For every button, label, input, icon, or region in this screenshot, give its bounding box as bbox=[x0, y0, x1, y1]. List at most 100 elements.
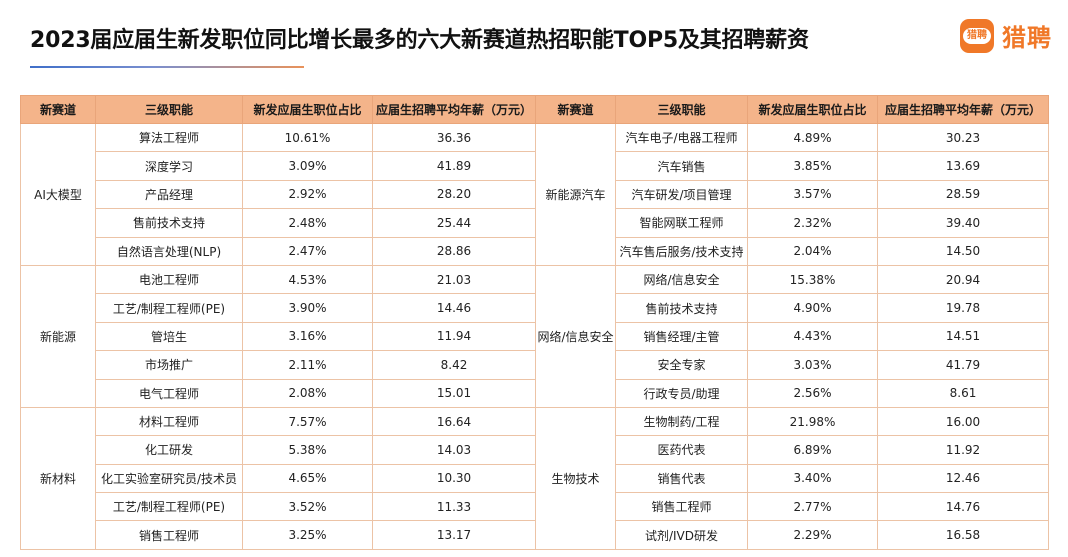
salary-cell: 11.92 bbox=[878, 436, 1049, 464]
function-cell: 销售经理/主管 bbox=[616, 322, 748, 350]
share-cell: 3.52% bbox=[243, 493, 373, 521]
table-row: AI大模型 算法工程师 10.61% 36.36 新能源汽车 汽车电子/电器工程师 4.89… bbox=[21, 124, 1049, 152]
column-header: 新赛道 bbox=[536, 96, 616, 124]
share-cell: 3.90% bbox=[243, 294, 373, 322]
salary-cell: 21.03 bbox=[373, 265, 536, 293]
share-cell: 15.38% bbox=[748, 265, 878, 293]
track-label: 新材料 bbox=[21, 407, 96, 549]
share-cell: 3.57% bbox=[748, 180, 878, 208]
share-cell: 4.65% bbox=[243, 464, 373, 492]
salary-cell: 14.51 bbox=[878, 322, 1049, 350]
salary-cell: 10.30 bbox=[373, 464, 536, 492]
share-cell: 2.47% bbox=[243, 237, 373, 265]
share-cell: 2.77% bbox=[748, 493, 878, 521]
salary-cell: 14.03 bbox=[373, 436, 536, 464]
share-cell: 4.90% bbox=[748, 294, 878, 322]
share-cell: 3.03% bbox=[748, 351, 878, 379]
page-title: 2023届应届生新发职位同比增长最多的六大新赛道热招职能TOP5及其招聘薪资 bbox=[30, 22, 809, 54]
share-cell: 3.85% bbox=[748, 152, 878, 180]
track-label: 网络/信息安全 bbox=[536, 265, 616, 407]
function-cell: 销售工程师 bbox=[96, 521, 243, 549]
share-cell: 2.56% bbox=[748, 379, 878, 407]
column-header: 新发应届生职位占比 bbox=[748, 96, 878, 124]
function-cell: 智能网联工程师 bbox=[616, 209, 748, 237]
share-cell: 7.57% bbox=[243, 407, 373, 435]
function-cell: 行政专员/助理 bbox=[616, 379, 748, 407]
table-row: 新能源 电池工程师 4.53% 21.03 网络/信息安全 网络/信息安全 15.38% 20… bbox=[21, 265, 1049, 293]
salary-cell: 8.61 bbox=[878, 379, 1049, 407]
share-cell: 2.04% bbox=[748, 237, 878, 265]
function-cell: 汽车电子/电器工程师 bbox=[616, 124, 748, 152]
share-cell: 5.38% bbox=[243, 436, 373, 464]
salary-cell: 30.23 bbox=[878, 124, 1049, 152]
table-row: 深度学习 3.09% 41.89 汽车销售 3.85% 13.69 bbox=[21, 152, 1049, 180]
share-cell: 4.53% bbox=[243, 265, 373, 293]
function-cell: 医药代表 bbox=[616, 436, 748, 464]
table-row: 管培生 3.16% 11.94 销售经理/主管 4.43% 14.51 bbox=[21, 322, 1049, 350]
share-cell: 2.92% bbox=[243, 180, 373, 208]
share-cell: 3.25% bbox=[243, 521, 373, 549]
table-row: 电气工程师 2.08% 15.01 行政专员/助理 2.56% 8.61 bbox=[21, 379, 1049, 407]
salary-cell: 15.01 bbox=[373, 379, 536, 407]
function-cell: 化工实验室研究员/技术员 bbox=[96, 464, 243, 492]
track-label: 新能源 bbox=[21, 265, 96, 407]
function-cell: 工艺/制程工程师(PE) bbox=[96, 493, 243, 521]
table-row: 市场推广 2.11% 8.42 安全专家 3.03% 41.79 bbox=[21, 351, 1049, 379]
table-row: 化工实验室研究员/技术员 4.65% 10.30 销售代表 3.40% 12.46 bbox=[21, 464, 1049, 492]
share-cell: 3.16% bbox=[243, 322, 373, 350]
track-label: AI大模型 bbox=[21, 124, 96, 266]
function-cell: 电气工程师 bbox=[96, 379, 243, 407]
table-row: 产品经理 2.92% 28.20 汽车研发/项目管理 3.57% 28.59 bbox=[21, 180, 1049, 208]
salary-cell: 11.94 bbox=[373, 322, 536, 350]
share-cell: 2.48% bbox=[243, 209, 373, 237]
share-cell: 6.89% bbox=[748, 436, 878, 464]
share-cell: 2.29% bbox=[748, 521, 878, 549]
function-cell: 售前技术支持 bbox=[96, 209, 243, 237]
function-cell: 汽车销售 bbox=[616, 152, 748, 180]
logo-brand-text: 猎聘 bbox=[1002, 18, 1052, 53]
liepin-logo: 猎聘 猎聘 bbox=[960, 18, 1052, 53]
salary-cell: 28.59 bbox=[878, 180, 1049, 208]
share-cell: 4.89% bbox=[748, 124, 878, 152]
salary-cell: 16.00 bbox=[878, 407, 1049, 435]
track-label: 生物技术 bbox=[536, 407, 616, 549]
table-row: 销售工程师 3.25% 13.17 试剂/IVD研发 2.29% 16.58 bbox=[21, 521, 1049, 549]
function-cell: 市场推广 bbox=[96, 351, 243, 379]
column-header: 应届生招聘平均年薪（万元） bbox=[373, 96, 536, 124]
function-cell: 试剂/IVD研发 bbox=[616, 521, 748, 549]
share-cell: 3.40% bbox=[748, 464, 878, 492]
column-header: 新发应届生职位占比 bbox=[243, 96, 373, 124]
column-header: 应届生招聘平均年薪（万元） bbox=[878, 96, 1049, 124]
table-row: 工艺/制程工程师(PE) 3.52% 11.33 销售工程师 2.77% 14.76 bbox=[21, 493, 1049, 521]
header-row: 新赛道 三级职能 新发应届生职位占比 应届生招聘平均年薪（万元） 新赛道 三级职… bbox=[21, 96, 1049, 124]
function-cell: 自然语言处理(NLP) bbox=[96, 237, 243, 265]
salary-cell: 25.44 bbox=[373, 209, 536, 237]
salary-cell: 13.17 bbox=[373, 521, 536, 549]
function-cell: 电池工程师 bbox=[96, 265, 243, 293]
function-cell: 安全专家 bbox=[616, 351, 748, 379]
salary-cell: 36.36 bbox=[373, 124, 536, 152]
function-cell: 管培生 bbox=[96, 322, 243, 350]
column-header: 三级职能 bbox=[96, 96, 243, 124]
track-label: 新能源汽车 bbox=[536, 124, 616, 266]
function-cell: 汽车研发/项目管理 bbox=[616, 180, 748, 208]
function-cell: 工艺/制程工程师(PE) bbox=[96, 294, 243, 322]
salary-cell: 11.33 bbox=[373, 493, 536, 521]
function-cell: 销售工程师 bbox=[616, 493, 748, 521]
share-cell: 10.61% bbox=[243, 124, 373, 152]
salary-cell: 39.40 bbox=[878, 209, 1049, 237]
salary-cell: 13.69 bbox=[878, 152, 1049, 180]
share-cell: 4.43% bbox=[748, 322, 878, 350]
salary-cell: 28.86 bbox=[373, 237, 536, 265]
salary-cell: 8.42 bbox=[373, 351, 536, 379]
function-cell: 售前技术支持 bbox=[616, 294, 748, 322]
salary-cell: 14.76 bbox=[878, 493, 1049, 521]
function-cell: 算法工程师 bbox=[96, 124, 243, 152]
salary-cell: 14.50 bbox=[878, 237, 1049, 265]
function-cell: 汽车售后服务/技术支持 bbox=[616, 237, 748, 265]
salary-cell: 16.64 bbox=[373, 407, 536, 435]
table-body: AI大模型 算法工程师 10.61% 36.36 新能源汽车 汽车电子/电器工程师 4.89… bbox=[21, 124, 1049, 550]
salary-cell: 19.78 bbox=[878, 294, 1049, 322]
table-row: 自然语言处理(NLP) 2.47% 28.86 汽车售后服务/技术支持 2.04% 14.… bbox=[21, 237, 1049, 265]
salary-cell: 41.79 bbox=[878, 351, 1049, 379]
